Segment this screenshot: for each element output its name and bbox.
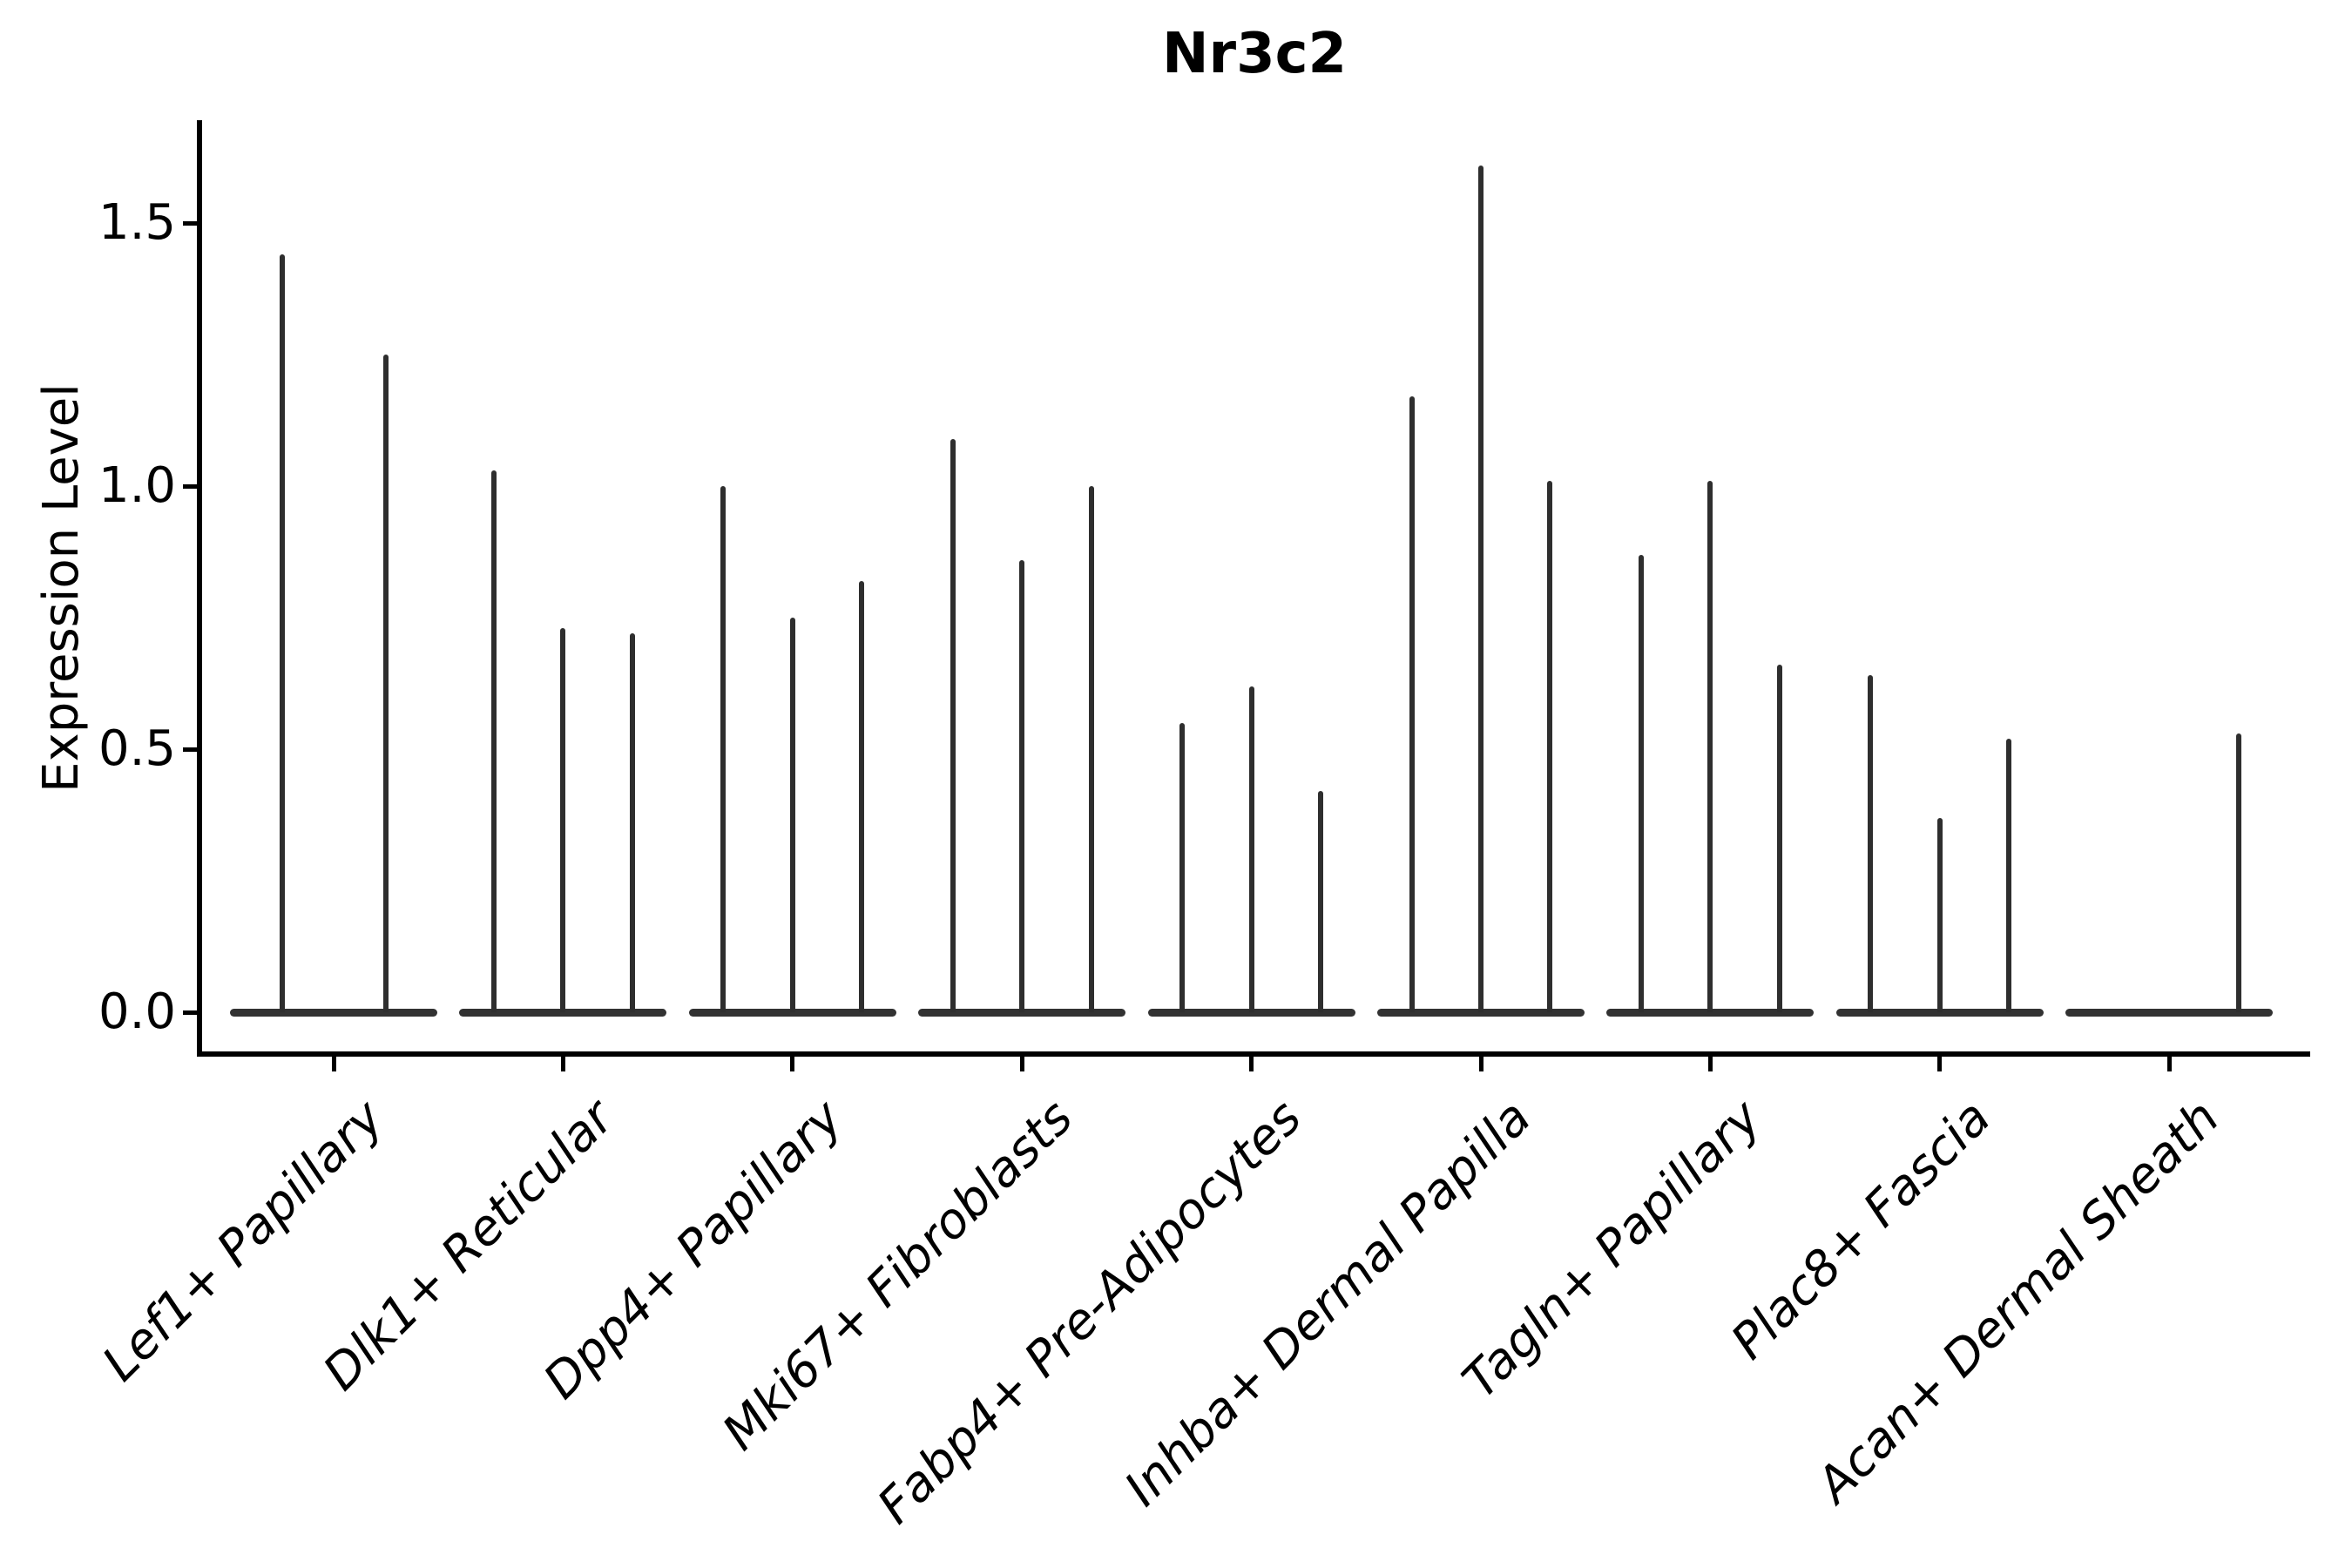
violin-base [459,1008,667,1017]
violin-spike [1707,480,1713,1012]
violin-spike [1868,675,1874,1012]
y-tick [183,483,198,489]
violin-spike [1639,554,1645,1012]
x-tick [1019,1057,1024,1071]
violin-base [918,1008,1126,1017]
violin-spike [1936,817,1943,1012]
violin-base [688,1008,896,1017]
violin-spike [629,633,635,1012]
violin-base [1377,1008,1585,1017]
violin-base [2065,1008,2274,1017]
y-tick-label: 0.0 [98,983,176,1040]
violin-spike [1478,165,1484,1012]
violin-spike [1547,480,1553,1012]
violin-base [1606,1008,1815,1017]
y-tick [183,747,198,752]
violin-spike [1776,665,1782,1012]
violin-spike [2006,738,2012,1012]
chart-title: Nr3c2 [1161,22,1348,86]
x-tick-label: Fabp4+ Pre-Adipocytes [867,1089,1314,1535]
violin-spike [950,438,956,1012]
y-axis-spine [197,120,202,1057]
violin-spike [382,355,389,1012]
violin-spike [279,254,285,1012]
violin-spike [1088,486,1094,1012]
violin-spike [491,470,497,1012]
x-tick [790,1057,795,1071]
violin-spike [560,628,566,1012]
y-tick-label: 0.5 [98,720,176,777]
violin-spike [1019,559,1025,1012]
violin-base [230,1008,437,1017]
x-tick [560,1057,565,1071]
violin-spike [1317,791,1323,1012]
y-tick [183,1010,198,1015]
violin-spike [859,580,865,1012]
x-tick-label: Inhba+ Dermal Papilla [1114,1089,1543,1517]
violin-spike [1409,396,1415,1012]
y-tick [183,220,198,226]
violin-base [1147,1008,1355,1017]
x-tick [2166,1057,2172,1071]
violin-spike [789,618,795,1012]
y-tick-label: 1.5 [98,194,176,251]
violin-base [1835,1008,2044,1017]
x-tick [1937,1057,1943,1071]
x-axis-spine [197,1051,2310,1057]
x-tick-label: Acan+ Dermal Sheath [1806,1089,2231,1514]
x-tick [1249,1057,1254,1071]
x-tick [1478,1057,1484,1071]
x-tick [331,1057,336,1071]
y-tick-label: 1.0 [98,457,176,514]
violin-spike [2235,733,2241,1012]
violin-spike [1248,686,1254,1012]
violin-spike [1179,722,1186,1012]
x-tick [1707,1057,1713,1071]
violin-spike [720,486,727,1012]
